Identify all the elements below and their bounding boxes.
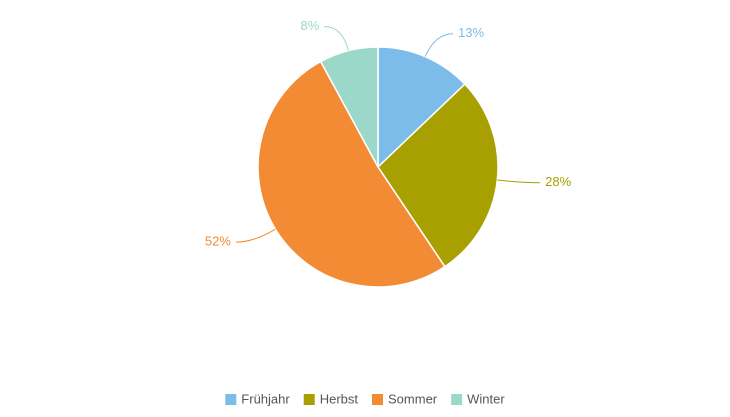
data-label: 28% (545, 174, 571, 189)
legend-label: Sommer (388, 391, 438, 406)
legend-marker (303, 394, 315, 405)
legend-marker (372, 394, 384, 405)
legend-label: Winter (467, 391, 505, 406)
legend-marker (451, 394, 463, 405)
data-label: 8% (300, 18, 319, 33)
legend-marker (225, 394, 237, 405)
leader-line (235, 228, 276, 243)
leader-line (324, 25, 349, 51)
data-label: 52% (205, 234, 231, 249)
legend-label: Herbst (320, 391, 359, 406)
legend: Frühjahr Herbst Sommer Winter (225, 391, 505, 406)
pie-slice (257, 60, 446, 288)
leader-line (497, 179, 541, 184)
legend-label: Frühjahr (241, 391, 290, 406)
leader-line (424, 33, 454, 57)
data-label: 13% (458, 25, 484, 40)
pie-slice (319, 46, 379, 168)
pie-slice (377, 83, 499, 268)
pie-slice (377, 46, 466, 169)
